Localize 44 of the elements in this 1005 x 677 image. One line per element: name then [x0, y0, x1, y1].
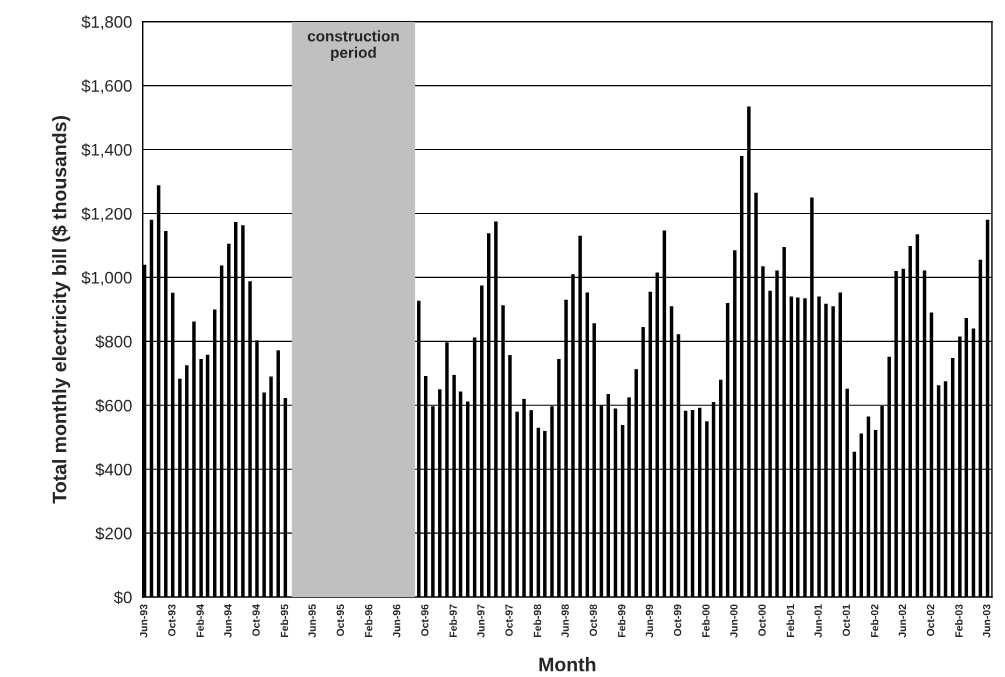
- x-tick-label: Jun-96: [392, 604, 401, 638]
- x-tick-label: Oct-95: [336, 604, 345, 637]
- x-tick-label: Jun-94: [224, 604, 232, 638]
- x-tick-label: Feb-01: [786, 604, 795, 637]
- x-tick-label: Jun-00: [730, 604, 738, 638]
- x-tick-label: Jun-93: [139, 604, 148, 638]
- y-axis-title: Total monthly electricity bill ($ thousands): [51, 116, 71, 504]
- y-tick-label: $200: [95, 526, 132, 541]
- x-tick-label: Oct-02: [926, 604, 935, 637]
- x-tick-label: Jun-98: [561, 604, 569, 638]
- x-tick-label: Feb-99: [617, 604, 626, 637]
- band-label: construction period: [307, 30, 399, 61]
- x-tick-label: Jun-95: [308, 604, 316, 638]
- y-tick-label: $600: [95, 399, 132, 413]
- y-tick-label: $1,800: [81, 15, 132, 30]
- x-tick-label: Jun-99: [645, 604, 654, 638]
- x-tick-label: Oct-93: [168, 604, 176, 637]
- x-tick-label: Jun-02: [898, 604, 907, 638]
- x-tick-label: Oct-99: [673, 604, 682, 637]
- y-tick-label: $1,200: [81, 207, 132, 222]
- x-tick-label: Jun-03: [982, 604, 991, 638]
- x-tick-label: Jun-01: [814, 604, 822, 638]
- x-tick-label: Feb-98: [533, 604, 542, 637]
- x-axis-title: Month: [539, 657, 596, 672]
- y-tick-label: $1,400: [81, 143, 132, 158]
- y-tick-label: $1,600: [81, 79, 132, 94]
- x-tick-label: Oct-94: [252, 604, 260, 637]
- x-tick-label: Oct-01: [842, 604, 850, 637]
- x-tick-label: Oct-00: [758, 604, 766, 637]
- y-tick-label: $800: [95, 335, 132, 349]
- y-tick-label: $0: [113, 590, 132, 605]
- x-tick-label: Feb-02: [870, 604, 879, 637]
- x-tick-label: Oct-96: [421, 604, 429, 637]
- y-tick-label: $400: [95, 462, 132, 477]
- x-tick-label: Oct-97: [505, 604, 513, 637]
- y-tick-label: $1,000: [81, 271, 132, 286]
- x-tick-label: Feb-96: [364, 604, 373, 637]
- x-tick-label: Oct-98: [589, 604, 598, 637]
- x-tick-label: Feb-00: [702, 604, 710, 637]
- x-tick-label: Feb-03: [954, 604, 963, 637]
- x-tick-label: Feb-97: [449, 604, 457, 637]
- x-tick-label: Feb-94: [196, 604, 204, 637]
- x-tick-label: Feb-95: [280, 604, 289, 637]
- x-tick-label: Jun-97: [477, 604, 485, 638]
